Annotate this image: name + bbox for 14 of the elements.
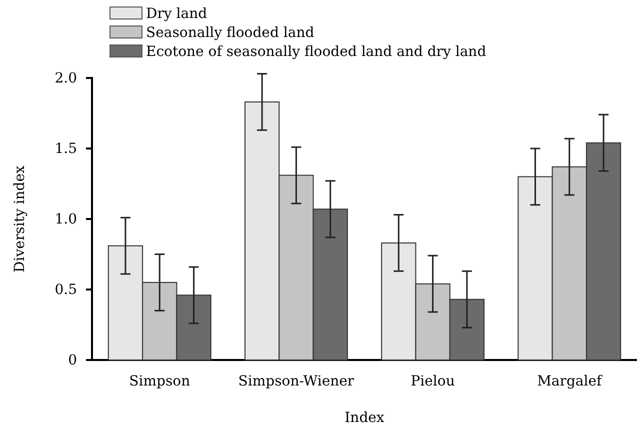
y-tick-label: 1.5 [54, 140, 77, 157]
y-tick-label: 0.5 [54, 282, 77, 298]
y-tick-label: 2.0 [54, 70, 77, 86]
y-tick-label: 0 [68, 352, 77, 368]
legend-label: Ecotone of seasonally flooded land and dry land [146, 44, 486, 60]
y-tick-label: 1.0 [54, 211, 77, 228]
y-axis-title: Diversity index [12, 165, 28, 272]
x-tick-label: Pielou [410, 373, 455, 390]
x-tick-label: Margalef [537, 373, 604, 390]
x-tick-label: Simpson-Wiener [238, 373, 354, 390]
legend-label: Seasonally flooded land [146, 25, 314, 41]
legend-label: Dry land [146, 6, 208, 22]
x-tick-label: Simpson [129, 373, 190, 390]
x-axis-title: Index [344, 410, 384, 426]
